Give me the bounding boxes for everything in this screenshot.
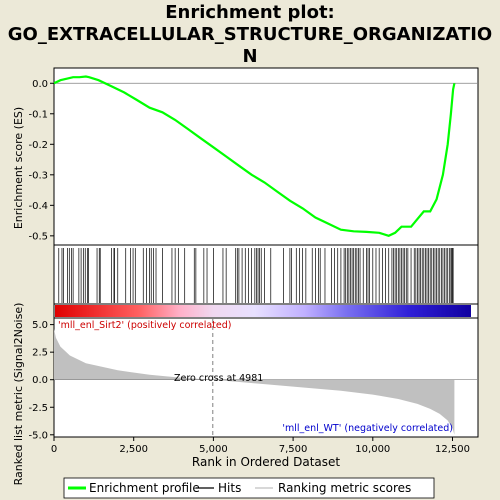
ranking-metric-area [54,329,455,435]
hits-panel-frame [53,244,479,305]
xtick-label: 0 [51,444,57,455]
zero-cross-annotation: Zero cross at 4981 [174,373,263,384]
metric-ytick-label: 0.0 [32,375,48,386]
legend-label-enrichment: Enrichment profile [89,481,200,495]
xtick-label: 7,500 [279,444,308,455]
legend: Enrichment profile Hits Ranking metric s… [63,477,435,499]
negative-annotation: 'mll_enl_WT' (negatively correlated) [282,423,453,434]
es-ytick-label: 0.0 [32,79,48,90]
enrichment-profile-line [53,75,456,237]
positive-annotation: 'mll_enl_Sirt2' (positively correlated) [58,320,231,331]
metric-ytick-label: 2.5 [32,348,48,359]
metric-ylabel: Ranked list metric (Signal2Noise) [12,303,25,486]
title-line-2: GO_EXTRACELLULAR_STRUCTURE_ORGANIZATIO [7,24,493,45]
xtick-label: 5,000 [199,444,228,455]
es-ytick-label: -0.3 [28,170,48,181]
metric-ytick-label: 5.0 [32,320,48,331]
xlabel: Rank in Ordered Dataset [192,455,340,469]
metric-layer [54,319,478,436]
title-line-3: N [242,46,258,67]
es-ylabel: Enrichment score (ES) [12,107,25,229]
es-ytick-label: -0.4 [28,201,48,212]
ranked-list-heatbar [55,305,471,317]
es-layer [53,75,478,237]
xtick-label: 2,500 [119,444,148,455]
es-ytick-label: -0.5 [28,231,48,242]
xtick-label: 12,500 [435,444,470,455]
chart-title: Enrichment plot: GO_EXTRACELLULAR_STRUCT… [0,2,500,68]
hits-layer [58,248,454,303]
es-ytick-label: -0.2 [28,140,48,151]
es-panel-frame [53,67,479,246]
xtick-label: 10,000 [355,444,390,455]
legend-label-hits: Hits [218,481,241,495]
es-ytick-label: -0.1 [28,109,48,120]
metric-ytick-label: -5.0 [28,430,48,441]
legend-label-ranking: Ranking metric scores [278,481,411,495]
title-line-1: Enrichment plot: [165,2,335,23]
axes-layer: 0.0 -0.1 -0.2 -0.3 -0.4 -0.5 5.0 2.5 0.0 -2.5 -5.0… [28,79,470,455]
metric-ytick-label: -2.5 [28,403,48,414]
legend-box [63,477,435,499]
